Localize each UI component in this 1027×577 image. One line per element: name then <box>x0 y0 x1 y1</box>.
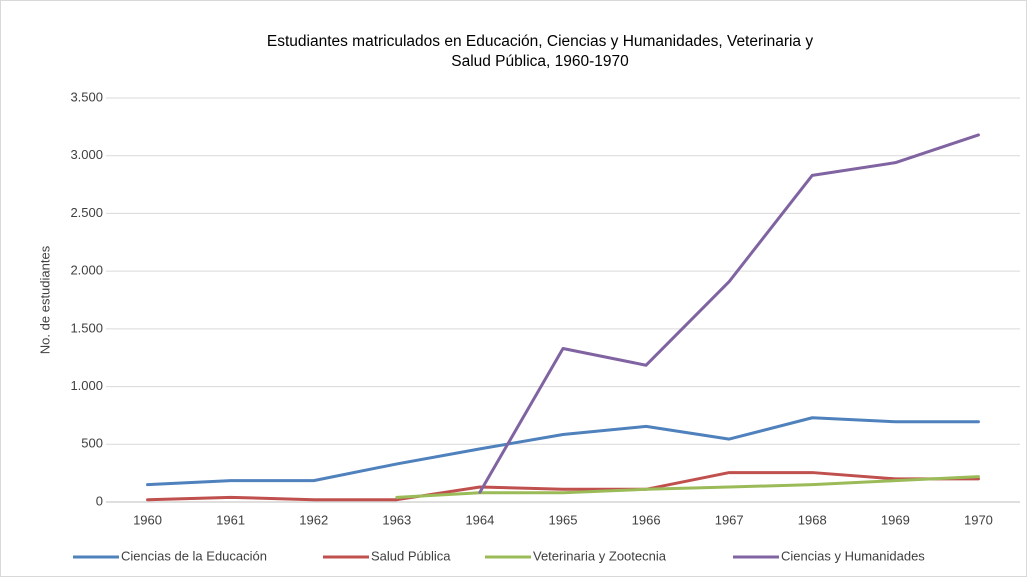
x-tick-label: 1968 <box>798 512 827 527</box>
x-tick-label: 1964 <box>465 512 494 527</box>
chart-title: Estudiantes matriculados en Educación, C… <box>267 33 813 50</box>
x-tick-label: 1965 <box>549 512 578 527</box>
x-tick-label: 1967 <box>715 512 744 527</box>
y-tick-label: 1.000 <box>70 378 103 393</box>
y-tick-label: 2.500 <box>70 205 103 220</box>
y-tick-label: 500 <box>81 436 103 451</box>
data-line <box>395 475 980 499</box>
legend-label: Ciencias de la Educación <box>121 548 267 563</box>
x-tick-label: 1970 <box>964 512 993 527</box>
legend-label: Veterinaria y Zootecnia <box>533 548 667 563</box>
legend-label: Ciencias y Humanidades <box>781 548 925 563</box>
x-tick-label: 1966 <box>632 512 661 527</box>
x-tick-label: 1962 <box>299 512 328 527</box>
legend-label: Salud Pública <box>371 548 451 563</box>
y-axis-label: No. de estudiantes <box>37 245 52 354</box>
y-tick-label: 2.000 <box>70 263 103 278</box>
y-tick-label: 1.500 <box>70 320 103 335</box>
x-tick-label: 1963 <box>382 512 411 527</box>
chart-title: Salud Pública, 1960-1970 <box>451 53 629 70</box>
y-tick-label: 3.500 <box>70 89 103 104</box>
x-tick-label: 1969 <box>881 512 910 527</box>
x-tick-label: 1961 <box>216 512 245 527</box>
data-line <box>478 133 980 494</box>
y-tick-label: 0 <box>96 493 103 508</box>
data-line <box>146 471 980 502</box>
data-line <box>146 416 980 487</box>
x-tick-label: 1960 <box>133 512 162 527</box>
y-tick-label: 3.000 <box>70 147 103 162</box>
